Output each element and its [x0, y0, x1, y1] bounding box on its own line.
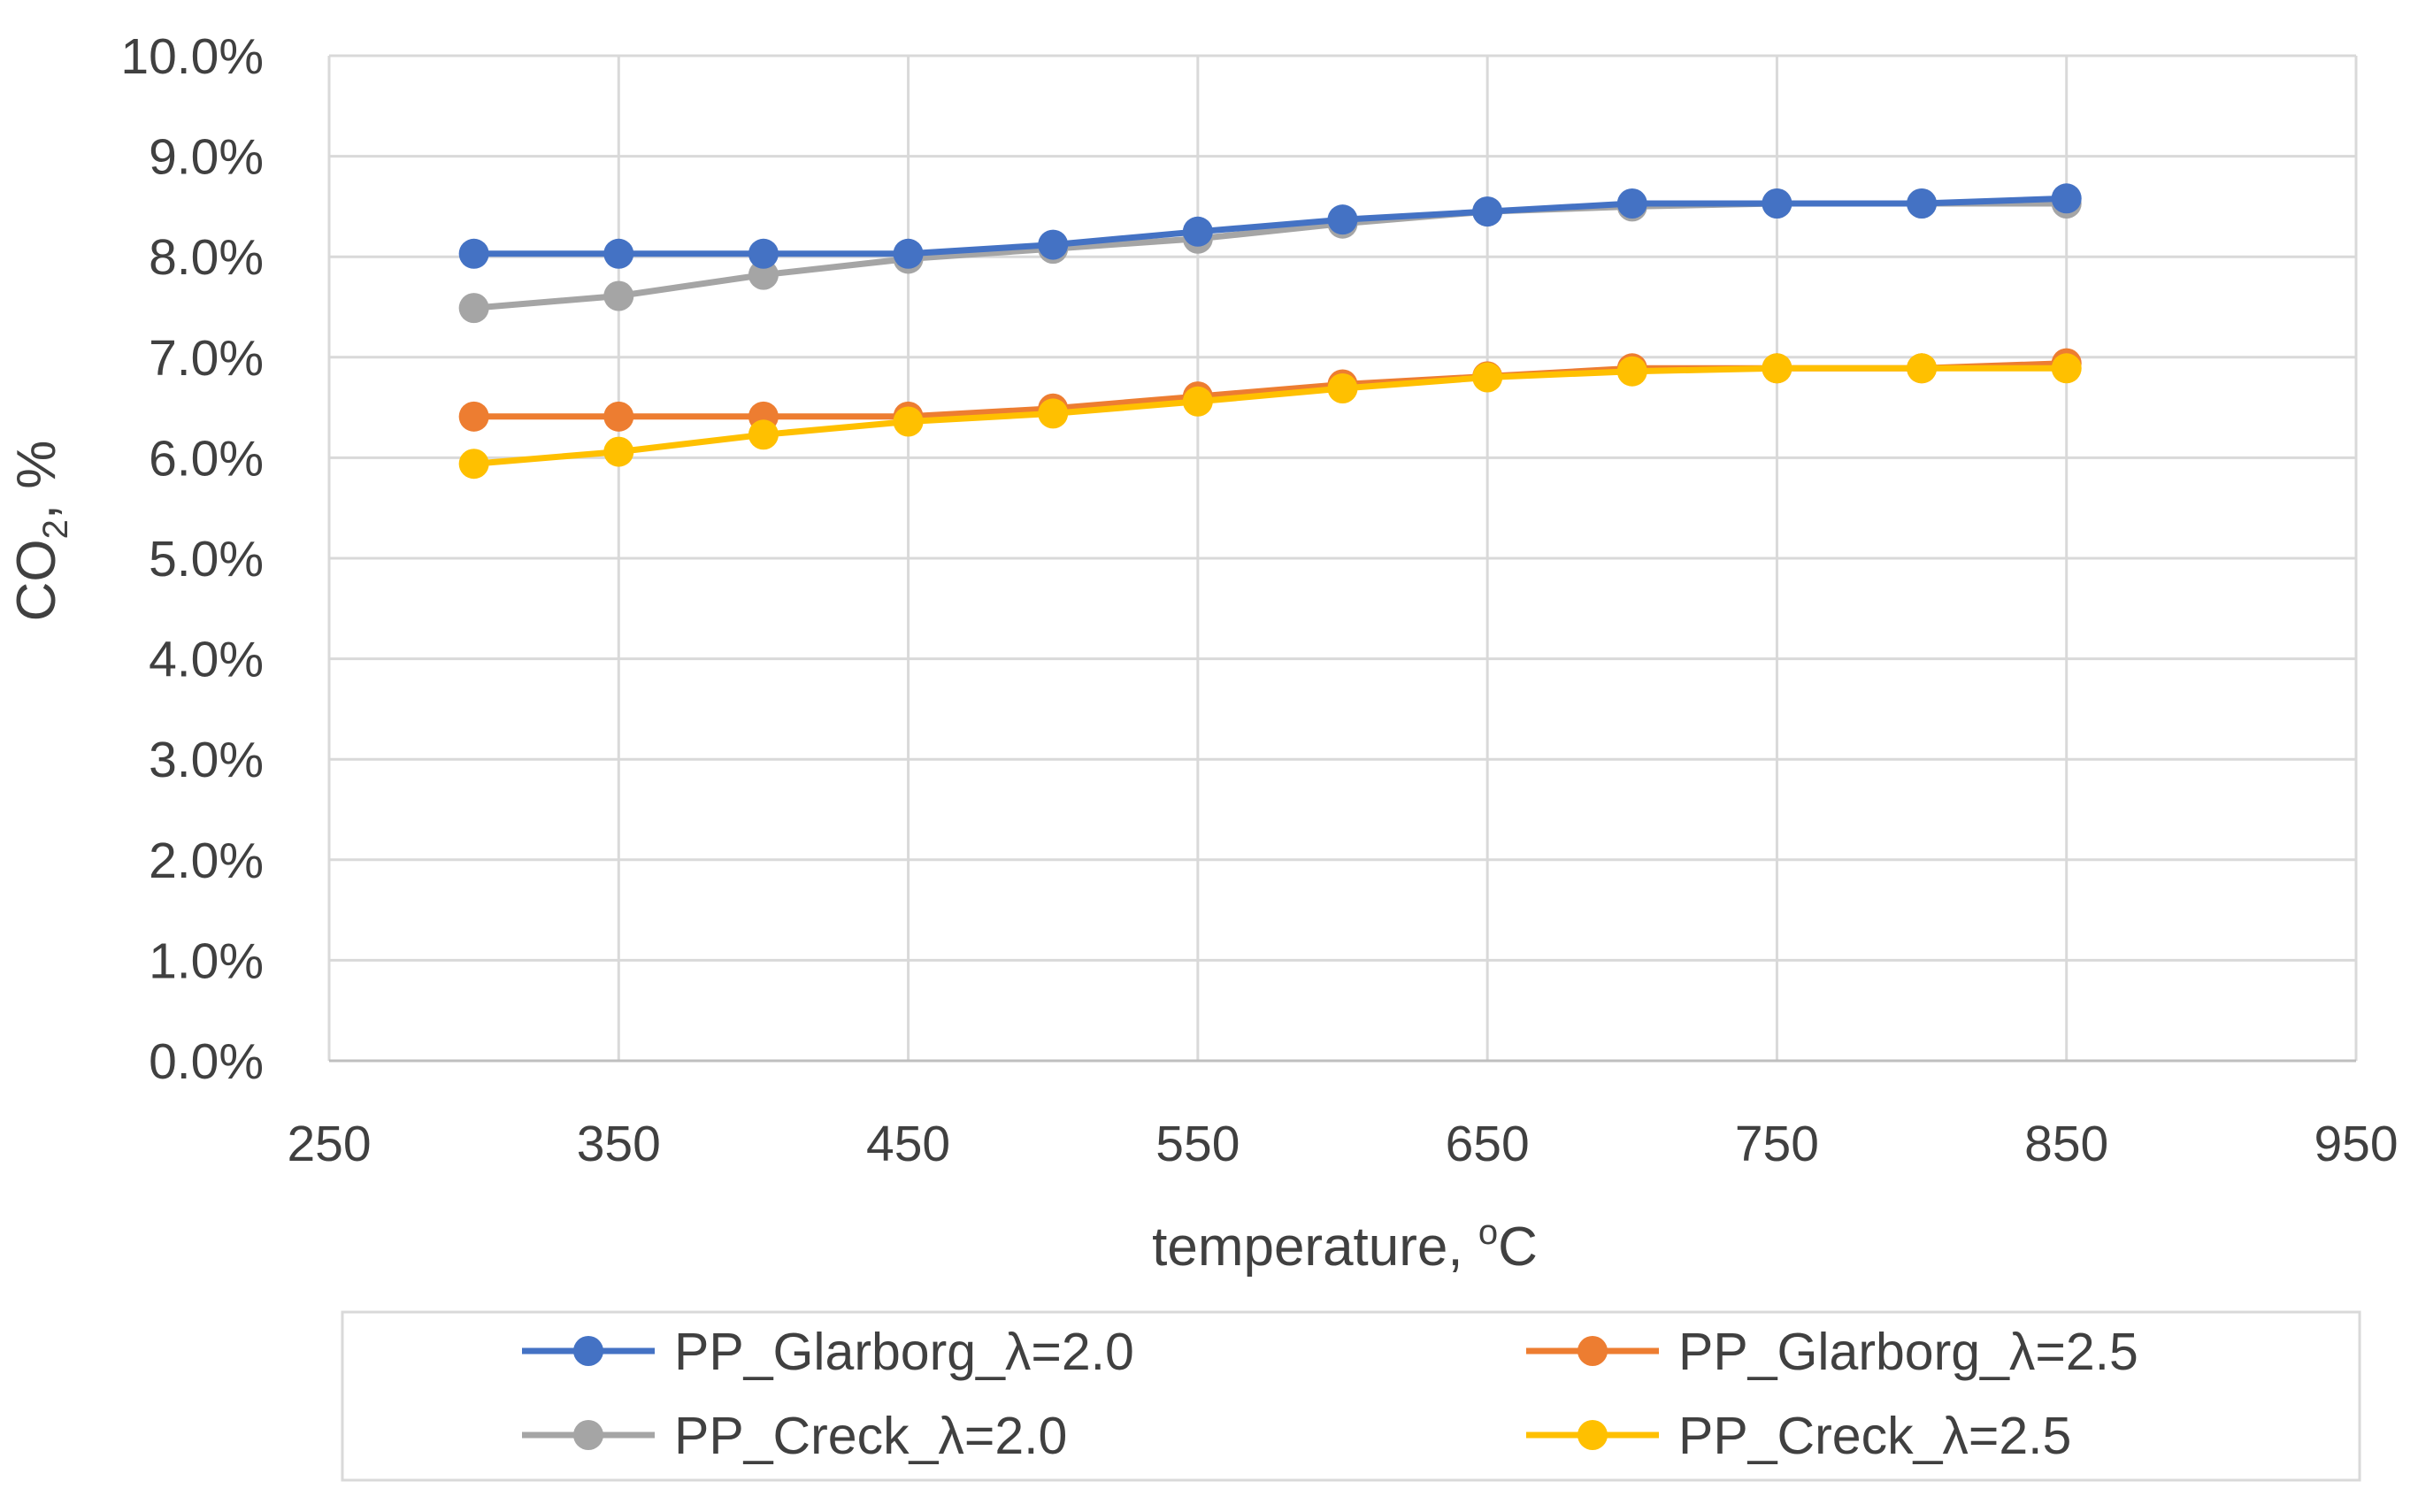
- data-point: [458, 293, 489, 324]
- data-point: [748, 419, 779, 450]
- data-point: [603, 401, 634, 432]
- data-point: [1616, 356, 1647, 387]
- x-tick-label: 750: [1735, 1116, 1819, 1172]
- y-tick-label: 1.0%: [149, 933, 264, 989]
- data-point: [1327, 204, 1358, 235]
- data-point: [1472, 362, 1503, 393]
- legend-label: PP_Glarborg_λ=2.5: [1678, 1323, 2138, 1381]
- data-point: [1907, 188, 1938, 219]
- data-point: [893, 238, 924, 269]
- data-point: [1472, 196, 1503, 227]
- x-tick-label: 550: [1155, 1116, 1240, 1172]
- data-point: [458, 449, 489, 480]
- data-point: [1327, 373, 1358, 404]
- data-point: [748, 238, 779, 269]
- y-axis-title-main: CO: [6, 539, 67, 621]
- legend-items: PP_Glarborg_λ=2.0 PP_Glarborg_λ=2.5 PP_Cre…: [522, 1323, 2138, 1465]
- x-tick-labels: 250 350 450 550 650 750 850 950: [287, 1116, 2398, 1172]
- x-axis-title-main: temperature,: [1152, 1217, 1478, 1278]
- legend-swatch-marker: [573, 1420, 603, 1450]
- y-axis-title: CO2, %: [6, 441, 75, 622]
- legend-item: PP_Glarborg_λ=2.5: [1526, 1323, 2138, 1381]
- data-point: [458, 238, 489, 269]
- y-tick-label: 5.0%: [149, 531, 264, 587]
- data-point: [1907, 353, 1938, 384]
- x-axis-title: temperature, oC: [1152, 1213, 1538, 1278]
- data-point: [1762, 353, 1792, 384]
- y-tick-label: 6.0%: [149, 430, 264, 487]
- series-4: [458, 353, 2082, 480]
- series-layer: [458, 183, 2082, 480]
- data-point: [1038, 229, 1069, 260]
- grid-layer: [327, 54, 2358, 1061]
- legend-swatch-marker: [1577, 1336, 1608, 1366]
- data-point: [1762, 188, 1792, 219]
- data-point: [458, 401, 489, 432]
- x-tick-label: 950: [2314, 1116, 2398, 1172]
- legend-label: PP_Glarborg_λ=2.0: [674, 1323, 1134, 1381]
- y-axis-title-tail: , %: [6, 441, 67, 520]
- series-2: [458, 348, 2082, 432]
- data-point: [893, 406, 924, 437]
- legend-label: PP_Creck_λ=2.0: [674, 1407, 1067, 1465]
- y-tick-label: 0.0%: [149, 1033, 264, 1090]
- y-tick-label: 9.0%: [149, 129, 264, 186]
- data-point: [2051, 183, 2082, 214]
- y-axis-title-subscript: 2: [36, 519, 75, 539]
- y-tick-label: 3.0%: [149, 732, 264, 788]
- legend-swatch-marker: [573, 1336, 603, 1366]
- legend-item: PP_Creck_λ=2.5: [1526, 1407, 2071, 1465]
- y-tick-label: 4.0%: [149, 632, 264, 688]
- series-line: [471, 365, 2070, 467]
- y-tick-label: 8.0%: [149, 229, 264, 286]
- data-point: [603, 238, 634, 269]
- series-1: [458, 183, 2082, 269]
- y-tick-labels: 0.0% 1.0% 2.0% 3.0% 4.0% 5.0% 6.0% 7.0% 8.0% 9.0%…: [120, 28, 264, 1090]
- legend-item: PP_Glarborg_λ=2.0: [522, 1323, 1134, 1381]
- y-tick-label: 7.0%: [149, 330, 264, 387]
- data-point: [748, 259, 779, 290]
- x-axis-title-superscript: o: [1478, 1213, 1498, 1252]
- data-point: [2051, 353, 2082, 384]
- x-tick-label: 850: [2024, 1116, 2108, 1172]
- data-point: [1616, 188, 1647, 219]
- x-tick-label: 350: [577, 1116, 661, 1172]
- legend: PP_Glarborg_λ=2.0 PP_Glarborg_λ=2.5 PP_Cre…: [341, 1310, 2361, 1482]
- series-line: [471, 195, 2070, 257]
- data-point: [603, 436, 634, 467]
- legend-label: PP_Creck_λ=2.5: [1678, 1407, 2071, 1465]
- x-tick-label: 250: [287, 1116, 371, 1172]
- data-point: [1038, 398, 1069, 429]
- x-axis-title-tail: C: [1498, 1217, 1538, 1278]
- data-point: [1182, 216, 1213, 247]
- legend-frame: [341, 1310, 2361, 1482]
- x-tick-label: 450: [866, 1116, 950, 1172]
- x-tick-label: 650: [1446, 1116, 1530, 1172]
- legend-swatch-marker: [1577, 1420, 1608, 1450]
- legend-item: PP_Creck_λ=2.0: [522, 1407, 1067, 1465]
- data-point: [603, 280, 634, 311]
- y-tick-label: 10.0%: [120, 28, 264, 85]
- data-point: [1182, 386, 1213, 417]
- y-tick-label: 2.0%: [149, 833, 264, 889]
